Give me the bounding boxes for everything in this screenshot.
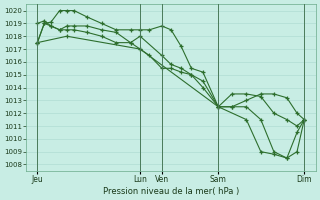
X-axis label: Pression niveau de la mer( hPa ): Pression niveau de la mer( hPa ) bbox=[103, 187, 239, 196]
